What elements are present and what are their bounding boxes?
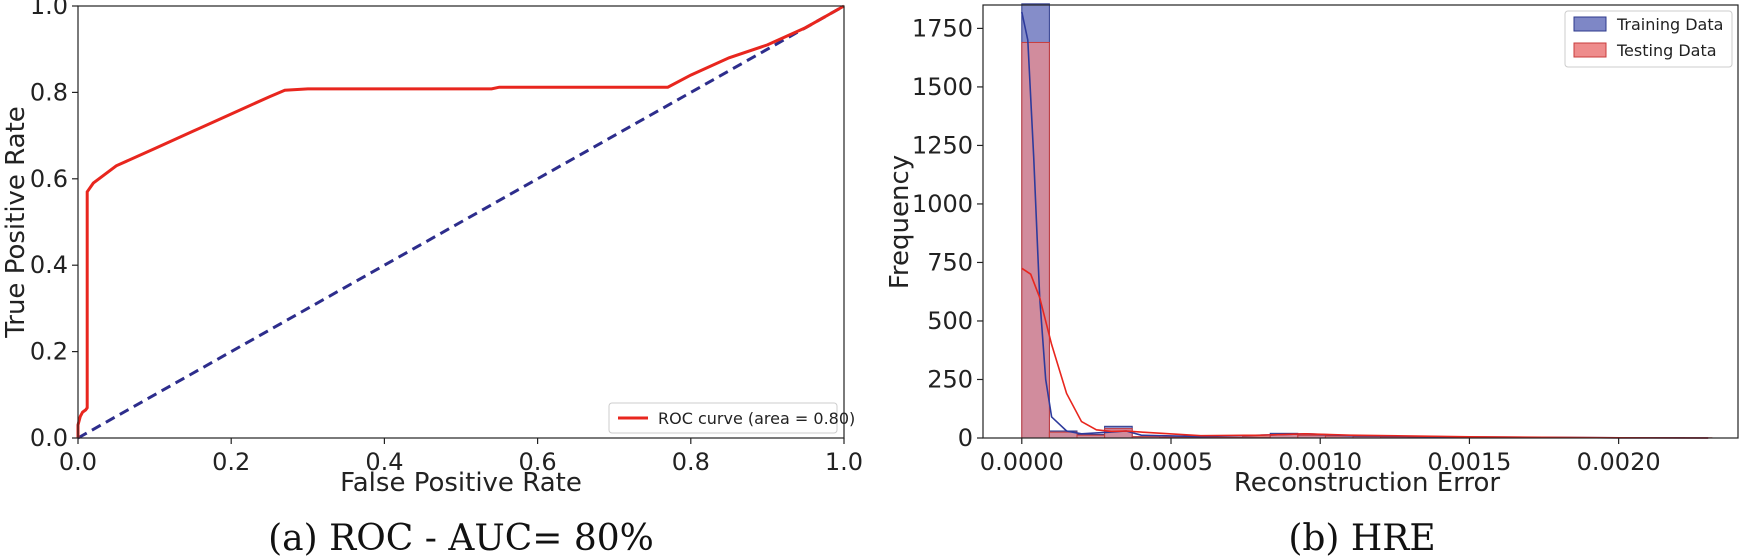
roc-legend-box [608,402,838,434]
hist-x-tick-label: 0.0005 [1129,448,1213,476]
hist-y-tick-label: 1000 [912,190,973,218]
legend-testing-label: Testing Data [1616,41,1717,60]
testing-bar [1104,428,1133,439]
roc-x-tick-label: 1.0 [825,448,863,476]
legend-training-swatch [1573,16,1607,32]
roc-y-tick-label: 0.4 [30,251,68,279]
hist-y-axis-label: Frequency [885,155,915,289]
roc-curve-line [76,4,845,438]
roc-chart: 0.0 0.2 0.4 0.6 0.8 1.0 0.0 0.2 0.4 0.6 0.8 1.0 Fa… [1,0,863,559]
random-baseline-line [77,4,845,440]
roc-x-tick-label: 0.4 [365,448,403,476]
hist-x-tick-label: 0.0010 [1278,448,1362,476]
legend-testing-swatch [1573,42,1607,58]
hist-y-tick-label: 1750 [912,14,973,42]
roc-x-tick-label: 0.6 [519,448,557,476]
roc-legend: ROC curve (area = 0.80) [608,402,855,434]
roc-y-axis-label: True Positive Rate [1,106,31,339]
testing-kde-line [1021,267,1709,439]
hist-x-tick-label: 0.0000 [980,448,1064,476]
hist-legend-box [1564,10,1733,68]
roc-x-axis-label: False Positive Rate [340,468,582,498]
roc-y-tick-label: 0.0 [30,424,68,452]
roc-x-tick-label: 0.2 [212,448,250,476]
hist-y-tick-label: 1250 [912,131,973,159]
hist-plot-frame [982,4,1739,439]
histogram-chart: 0.0000 0.0005 0.0010 0.0015 0.0020 0 250 500 75… [885,3,1739,559]
roc-caption: (a) ROC - AUC= 80% [268,518,654,559]
testing-bar [1048,431,1078,439]
roc-y-tick-label: 0.6 [30,165,68,193]
roc-x-tick-label: 0.8 [672,448,710,476]
legend-training-label: Training Data [1616,15,1723,34]
hist-y-tick-label: 1500 [912,73,973,101]
hist-x-tick-label: 0.0020 [1577,448,1661,476]
hist-x-axis-label: Reconstruction Error [1234,468,1501,498]
roc-y-tick-label: 1.0 [30,0,68,20]
hist-legend: Training Data Testing Data [1564,10,1733,68]
hist-caption: (b) HRE [1288,518,1435,559]
hist-x-tick-label: 0.0015 [1427,448,1511,476]
hist-y-tick-label: 0 [958,424,973,452]
roc-plot-frame [77,5,845,439]
hist-y-tick-label: 250 [927,365,973,393]
hist-y-tick-label: 500 [927,307,973,335]
roc-y-tick-label: 0.8 [30,78,68,106]
roc-x-tick-label: 0.0 [59,448,97,476]
hist-y-tick-label: 750 [927,248,973,276]
training-kde-line [1021,11,1709,439]
roc-legend-label: ROC curve (area = 0.80) [658,409,855,428]
roc-y-tick-label: 0.2 [30,338,68,366]
